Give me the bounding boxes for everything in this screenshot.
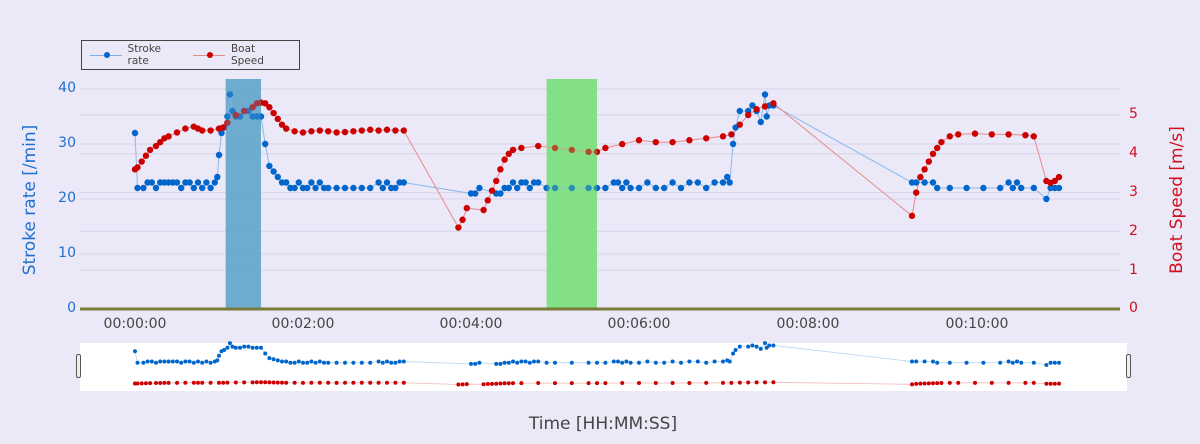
- x-tick: 00:10:00: [945, 316, 1009, 332]
- x-tick: 00:06:00: [607, 316, 671, 332]
- legend-item-boat-speed[interactable]: Boat Speed: [193, 43, 287, 67]
- boat-speed-marker-icon: [193, 50, 225, 60]
- y-right-tick: 1: [1129, 262, 1138, 278]
- y-axis-left-title: Stroke rate [/min]: [20, 124, 40, 276]
- legend-label: Stroke rate: [127, 43, 161, 67]
- y-right-tick: 4: [1129, 145, 1138, 161]
- x-tick: 00:00:00: [103, 316, 167, 332]
- highlight-regions: [225, 79, 597, 309]
- legend-item-stroke-rate[interactable]: Stroke rate: [90, 43, 181, 67]
- y-left-tick: 10: [58, 245, 76, 261]
- x-tick: 00:08:00: [776, 316, 840, 332]
- range-slider-right-handle[interactable]: [1126, 354, 1131, 378]
- y-axis-right-title: Boat Speed [m/s]: [1167, 126, 1187, 274]
- y-left-tick: 40: [58, 80, 76, 96]
- y-left-tick: 20: [58, 190, 76, 206]
- range-slider-preview: [133, 341, 1061, 387]
- y-right-tick: 3: [1129, 184, 1138, 200]
- legend-label: Boat Speed: [230, 43, 264, 67]
- x-tick: 00:02:00: [271, 316, 335, 332]
- legend: Stroke rate Boat Speed: [81, 40, 300, 70]
- y-right-tick: 0: [1129, 300, 1138, 316]
- y-right-tick: 2: [1129, 223, 1138, 239]
- series-points: [131, 79, 1063, 309]
- range-slider-left-handle[interactable]: [76, 354, 81, 378]
- y-left-tick: 30: [58, 135, 76, 151]
- y-left-tick: 0: [67, 300, 76, 316]
- x-tick: 00:04:00: [439, 316, 503, 332]
- x-axis-title: Time [HH:MM:SS]: [528, 414, 678, 434]
- stroke-rate-marker-icon: [90, 50, 122, 60]
- y-right-tick: 5: [1129, 106, 1138, 122]
